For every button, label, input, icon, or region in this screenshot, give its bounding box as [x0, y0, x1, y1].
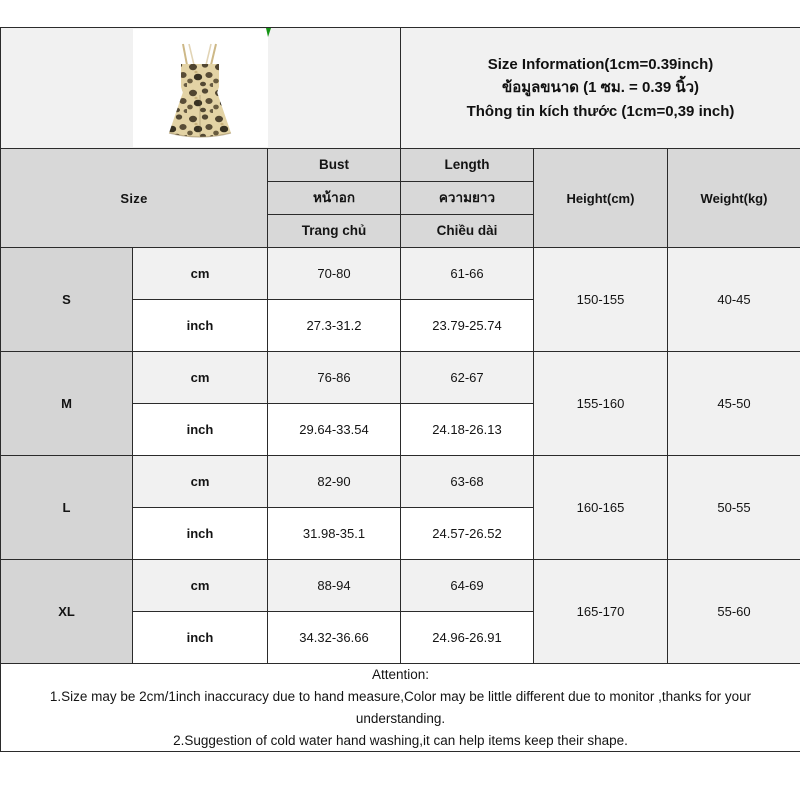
row-weight-value: 40-45 [667, 247, 800, 352]
product-photo [132, 29, 268, 147]
row-unit-cell: cm inch [132, 247, 268, 352]
header-length-th: ความยาว [401, 182, 533, 215]
header-bust-th: หน้าอก [268, 182, 400, 215]
header-height: Height(cm) [533, 148, 668, 248]
unit-inch: inch [133, 404, 267, 455]
row-unit-cell: cm inch [132, 559, 268, 664]
table-row-top: Size Information(1cm=0.39inch) ข้อมูลขนา… [0, 27, 800, 149]
length-cm-value: 61-66 [401, 248, 533, 300]
title-line-thai: ข้อมูลขนาด (1 ซม. = 0.39 นิ้ว) [501, 79, 700, 97]
bust-cm-value: 76-86 [268, 352, 400, 404]
title-line-english: Size Information(1cm=0.39inch) [487, 56, 714, 74]
row-length-cell: 62-67 24.18-26.13 [400, 351, 534, 456]
row-length-cell: 61-66 23.79-25.74 [400, 247, 534, 352]
table-row: L cm inch 82-90 31.98-35.1 63-68 24.57-2… [0, 455, 800, 560]
bust-cm-value: 82-90 [268, 456, 400, 508]
attention-note: Attention: 1.Size may be 2cm/1inch inacc… [0, 662, 800, 753]
header-bust-vi: Trang chủ [268, 215, 400, 247]
header-length-en: Length [401, 149, 533, 182]
row-bust-cell: 70-80 27.3-31.2 [267, 247, 401, 352]
attention-heading: Attention: [371, 667, 430, 682]
unit-cm: cm [133, 248, 267, 300]
bust-inch-value: 27.3-31.2 [268, 300, 400, 351]
row-size-label: XL [0, 559, 133, 664]
unit-inch: inch [133, 508, 267, 559]
bust-cm-value: 70-80 [268, 248, 400, 300]
length-inch-value: 23.79-25.74 [401, 300, 533, 351]
header-length: Length ความยาว Chiều dài [400, 148, 534, 248]
row-unit-cell: cm inch [132, 455, 268, 560]
title-cell: Size Information(1cm=0.39inch) ข้อมูลขนา… [400, 27, 800, 149]
product-image-cell [132, 27, 268, 149]
unit-cm: cm [133, 456, 267, 508]
unit-inch: inch [133, 612, 267, 663]
title-line-vietnamese: Thông tin kích thước (1cm=0,39 inch) [466, 102, 735, 120]
attention-note-1-cont: understanding. [355, 710, 446, 726]
table-row: XL cm inch 88-94 34.32-36.66 64-69 24.96… [0, 559, 800, 664]
header-length-vi: Chiều dài [401, 215, 533, 247]
row-height-value: 160-165 [533, 455, 668, 560]
unit-cm: cm [133, 560, 267, 612]
length-cm-value: 64-69 [401, 560, 533, 612]
header-size: Size [0, 148, 268, 248]
bust-inch-value: 29.64-33.54 [268, 404, 400, 455]
row-height-value: 165-170 [533, 559, 668, 664]
row-size-label: S [0, 247, 133, 352]
row-bust-cell: 76-86 29.64-33.54 [267, 351, 401, 456]
length-cm-value: 62-67 [401, 352, 533, 404]
length-cm-value: 63-68 [401, 456, 533, 508]
table-row: M cm inch 76-86 29.64-33.54 62-67 24.18-… [0, 351, 800, 456]
row-bust-cell: 88-94 34.32-36.66 [267, 559, 401, 664]
unit-cm: cm [133, 352, 267, 404]
length-inch-value: 24.57-26.52 [401, 508, 533, 559]
bust-cm-value: 88-94 [268, 560, 400, 612]
row-length-cell: 64-69 24.96-26.91 [400, 559, 534, 664]
row-bust-cell: 82-90 31.98-35.1 [267, 455, 401, 560]
row-length-cell: 63-68 24.57-26.52 [400, 455, 534, 560]
length-inch-value: 24.18-26.13 [401, 404, 533, 455]
table-row-footer: Attention: 1.Size may be 2cm/1inch inacc… [0, 662, 800, 753]
row-weight-value: 55-60 [667, 559, 800, 664]
row-height-value: 150-155 [533, 247, 668, 352]
table-row: S cm inch 70-80 27.3-31.2 61-66 23.79-25… [0, 247, 800, 352]
row-unit-cell: cm inch [132, 351, 268, 456]
attention-note-2: 2.Suggestion of cold water hand washing,… [173, 732, 628, 748]
unit-inch: inch [133, 300, 267, 351]
bust-inch-value: 31.98-35.1 [268, 508, 400, 559]
attention-note-1: 1.Size may be 2cm/1inch inaccuracy due t… [49, 688, 752, 704]
size-chart-table: Size Information(1cm=0.39inch) ข้อมูลขนา… [0, 27, 800, 753]
row-height-value: 155-160 [533, 351, 668, 456]
leopard-dress-illustration [168, 43, 232, 138]
photo-cell-right-pad [267, 27, 401, 149]
green-corner-marker-icon [266, 28, 271, 37]
photo-cell-left-pad [0, 27, 133, 149]
header-weight: Weight(kg) [667, 148, 800, 248]
row-weight-value: 50-55 [667, 455, 800, 560]
row-size-label: M [0, 351, 133, 456]
header-bust-en: Bust [268, 149, 400, 182]
row-weight-value: 45-50 [667, 351, 800, 456]
header-bust: Bust หน้าอก Trang chủ [267, 148, 401, 248]
length-inch-value: 24.96-26.91 [401, 612, 533, 663]
row-size-label: L [0, 455, 133, 560]
table-row-header: Size Bust หน้าอก Trang chủ Length ความยา… [0, 148, 800, 248]
bust-inch-value: 34.32-36.66 [268, 612, 400, 663]
